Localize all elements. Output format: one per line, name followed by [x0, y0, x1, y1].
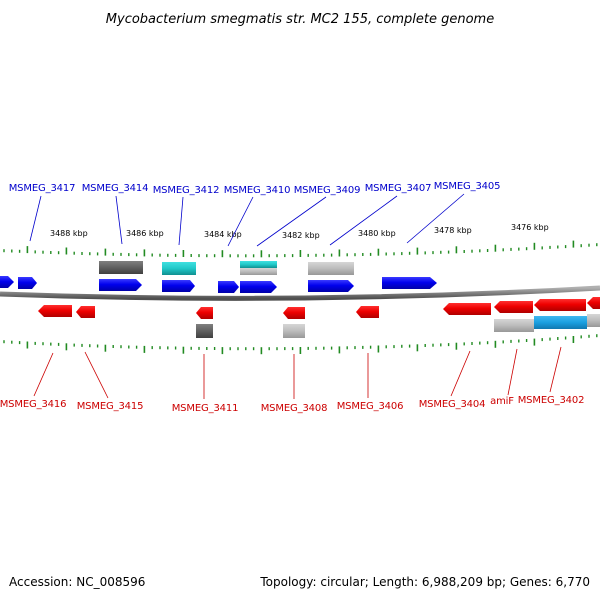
gene-arrow-forward[interactable]: [308, 280, 354, 292]
feature-box[interactable]: [587, 314, 600, 327]
gene-label[interactable]: MSMEG_3402: [518, 395, 585, 406]
ruler-label: 3478 kbp: [434, 226, 472, 235]
gene-arrow-reverse[interactable]: [534, 299, 586, 311]
feature-box[interactable]: [240, 261, 277, 268]
ruler-label: 3488 kbp: [50, 229, 88, 238]
reverse-gene-labels: MSMEG_3416 MSMEG_3415 MSMEG_3411 MSMEG_3…: [0, 395, 584, 414]
map-title: Mycobacterium smegmatis str. MC2 155, co…: [106, 12, 494, 27]
ruler-label: 3484 kbp: [204, 230, 242, 239]
gene-arrow-reverse[interactable]: [76, 306, 95, 318]
gene-label[interactable]: MSMEG_3410: [224, 185, 291, 196]
outer-feature-boxes: [99, 261, 354, 275]
feature-box[interactable]: [534, 316, 587, 329]
gene-arrow-reverse[interactable]: [356, 306, 379, 318]
reverse-leader-lines: [33, 346, 562, 399]
gene-label[interactable]: MSMEG_3411: [172, 403, 239, 414]
forward-strand-genes: [0, 276, 437, 293]
accession-text: Accession: NC_008596: [9, 575, 145, 589]
ruler-label: 3480 kbp: [358, 229, 396, 238]
gene-label[interactable]: MSMEG_3404: [419, 399, 486, 410]
gene-label[interactable]: MSMEG_3409: [294, 185, 361, 196]
gene-arrow-reverse[interactable]: [587, 297, 600, 309]
gene-arrow-reverse[interactable]: [443, 303, 491, 315]
gene-label[interactable]: MSMEG_3405: [434, 181, 501, 192]
feature-box[interactable]: [99, 261, 143, 274]
inner-feature-boxes: [196, 314, 600, 338]
ruler-label: 3482 kbp: [282, 231, 320, 240]
reverse-strand-genes: [38, 297, 600, 319]
ruler-ticks-inner: [3, 334, 598, 355]
gene-label[interactable]: MSMEG_3414: [82, 183, 149, 194]
genome-summary-text: Topology: circular; Length: 6,988,209 bp…: [259, 575, 590, 589]
gene-label[interactable]: MSMEG_3407: [365, 183, 432, 194]
forward-leader-lines: [29, 193, 465, 247]
gene-arrow-reverse[interactable]: [38, 305, 72, 317]
feature-box[interactable]: [494, 319, 534, 332]
feature-box[interactable]: [308, 262, 354, 275]
gene-label[interactable]: MSMEG_3415: [77, 401, 144, 412]
gene-arrow-forward[interactable]: [18, 277, 37, 289]
feature-box[interactable]: [283, 324, 305, 338]
gene-label[interactable]: MSMEG_3408: [261, 403, 328, 414]
genome-backbone: [0, 285, 600, 301]
gene-label[interactable]: MSMEG_3412: [153, 185, 220, 196]
feature-box[interactable]: [162, 262, 196, 275]
gene-arrow-reverse[interactable]: [494, 301, 533, 313]
feature-box[interactable]: [240, 268, 277, 275]
gene-arrow-forward[interactable]: [240, 281, 277, 293]
gene-label[interactable]: MSMEG_3406: [337, 401, 404, 412]
gene-arrow-reverse[interactable]: [196, 307, 213, 319]
gene-arrow-forward[interactable]: [99, 279, 142, 291]
ruler-label: 3486 kbp: [126, 229, 164, 238]
gene-label[interactable]: amiF: [490, 396, 514, 407]
gene-label[interactable]: MSMEG_3417: [9, 183, 76, 194]
gene-arrow-forward[interactable]: [162, 280, 195, 292]
ruler-labels: 3488 kbp 3486 kbp 3484 kbp 3482 kbp 3480…: [50, 223, 549, 240]
gene-arrow-reverse[interactable]: [283, 307, 305, 319]
ruler-ticks-outer: [3, 240, 598, 258]
gene-arrow-forward[interactable]: [382, 277, 437, 289]
gene-arrow-forward[interactable]: [0, 276, 14, 288]
ruler-label: 3476 kbp: [511, 223, 549, 232]
gene-arrow-forward[interactable]: [218, 281, 239, 293]
gene-label[interactable]: MSMEG_3416: [0, 399, 66, 410]
forward-gene-labels: MSMEG_3417 MSMEG_3414 MSMEG_3412 MSMEG_3…: [9, 181, 501, 196]
feature-box[interactable]: [196, 324, 213, 338]
